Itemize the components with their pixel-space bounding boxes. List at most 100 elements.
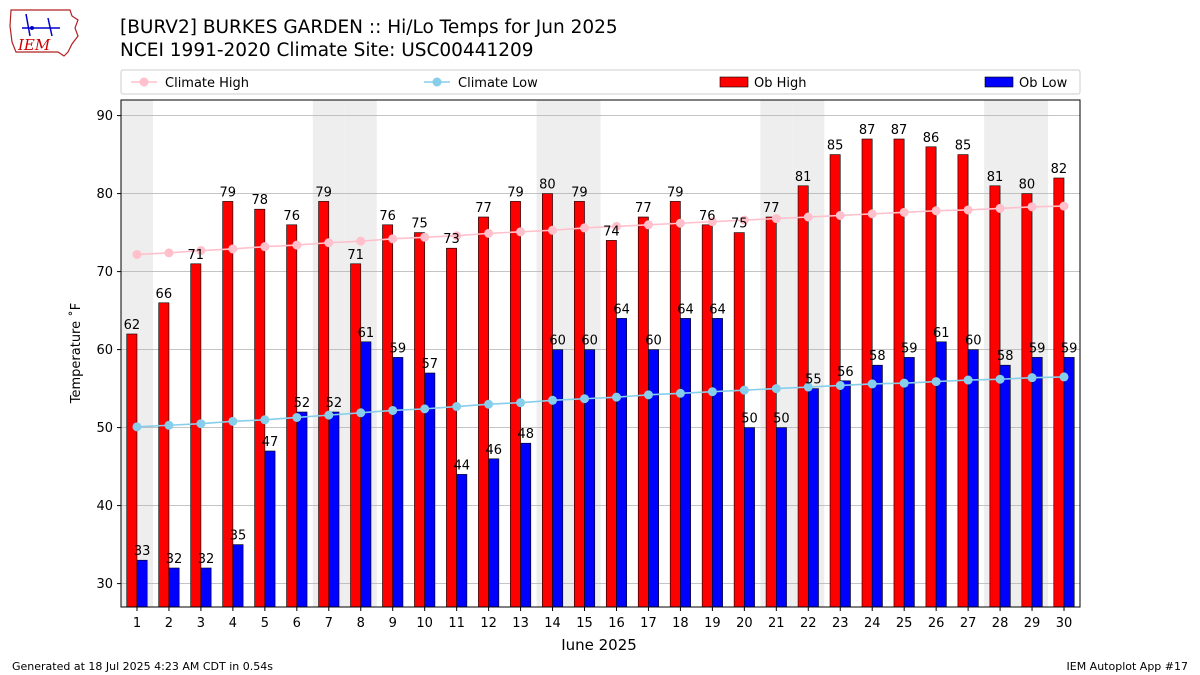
ob-high-bar-1 xyxy=(126,333,138,608)
ob-high-label-4: 79 xyxy=(219,185,236,200)
climate-high-point-15 xyxy=(580,223,590,233)
climate-low-point-13 xyxy=(516,398,526,408)
ob-high-bar-26 xyxy=(925,146,937,608)
climate-high-point-17 xyxy=(643,220,653,230)
ob-low-label-3: 32 xyxy=(198,552,215,567)
climate-high-point-7 xyxy=(324,238,334,248)
ob-high-bar-30 xyxy=(1053,177,1065,608)
ob-low-bar-16 xyxy=(616,318,628,608)
climate-low-point-29 xyxy=(1027,373,1037,383)
x-tick-label-8: 8 xyxy=(357,616,365,631)
climate-high-point-14 xyxy=(548,225,558,235)
x-tick-label-18: 18 xyxy=(672,616,689,631)
x-tick-label-29: 29 xyxy=(1024,616,1041,631)
climate-low-point-9 xyxy=(388,405,398,415)
ob-low-label-16: 64 xyxy=(613,302,630,317)
x-tick-label-11: 11 xyxy=(448,616,465,631)
ob-high-label-10: 75 xyxy=(411,217,428,232)
x-tick-label-19: 19 xyxy=(704,616,721,631)
y-tick-label-60: 60 xyxy=(96,343,113,358)
ob-high-label-30: 82 xyxy=(1051,162,1068,177)
temperature-chart: 6233663271327935784776527952716176597557… xyxy=(68,69,1081,650)
iem-logo: IEM xyxy=(9,9,79,57)
ob-low-bar-5 xyxy=(264,450,276,608)
ob-high-label-24: 87 xyxy=(859,123,876,138)
climate-lines xyxy=(132,201,1069,432)
legend-ob-low-swatch xyxy=(984,76,1014,88)
x-tick-label-20: 20 xyxy=(736,616,753,631)
ob-low-bar-4 xyxy=(232,544,244,608)
ob-low-label-13: 48 xyxy=(517,427,534,442)
ob-high-label-16: 74 xyxy=(603,224,620,239)
gridlines xyxy=(121,115,1080,584)
climate-high-point-30 xyxy=(1059,201,1069,211)
ob-low-label-14: 60 xyxy=(549,334,566,349)
x-tick-label-5: 5 xyxy=(261,616,269,631)
ob-high-bar-5 xyxy=(254,208,266,608)
ob-low-label-29: 59 xyxy=(1029,341,1046,356)
climate-high-point-29 xyxy=(1027,202,1037,212)
climate-high-point-13 xyxy=(516,227,526,237)
ob-high-label-14: 80 xyxy=(539,178,556,193)
climate-high-point-28 xyxy=(995,203,1005,213)
x-tick-label-24: 24 xyxy=(864,616,881,631)
legend-climate-high-label: Climate High xyxy=(165,76,249,91)
ob-high-bar-8 xyxy=(350,263,362,608)
ob-low-label-27: 60 xyxy=(965,334,982,349)
ob-high-bar-28 xyxy=(989,185,1001,608)
climate-low-point-17 xyxy=(643,390,653,400)
x-tick-label-30: 30 xyxy=(1056,616,1073,631)
x-tick-label-17: 17 xyxy=(640,616,657,631)
x-tick-label-6: 6 xyxy=(293,616,301,631)
climate-low-point-1 xyxy=(132,422,142,432)
ob-high-label-2: 66 xyxy=(156,287,173,302)
ob-low-label-23: 56 xyxy=(837,365,854,380)
ob-high-label-27: 85 xyxy=(955,139,972,154)
ob-high-bar-16 xyxy=(605,240,617,608)
ob-low-label-6: 52 xyxy=(294,396,311,411)
climate-low-point-25 xyxy=(899,378,909,388)
ob-low-bar-13 xyxy=(520,442,532,608)
climate-low-point-24 xyxy=(867,379,877,389)
x-axis-label: June 2025 xyxy=(560,636,637,650)
ob-high-label-6: 76 xyxy=(283,209,300,224)
ob-low-label-8: 61 xyxy=(358,326,375,341)
ob-low-bar-9 xyxy=(392,357,404,608)
ob-high-label-21: 77 xyxy=(763,201,780,216)
ob-high-bar-22 xyxy=(797,185,809,608)
legend-ob-low-label: Ob Low xyxy=(1019,76,1068,91)
ob-high-label-9: 76 xyxy=(379,209,396,224)
climate-high-line xyxy=(136,205,1065,256)
ob-low-bar-20 xyxy=(744,427,755,608)
climate-low-point-16 xyxy=(611,392,621,402)
ob-high-label-20: 75 xyxy=(731,217,748,232)
x-tick-label-14: 14 xyxy=(544,616,561,631)
ob-low-bar-25 xyxy=(903,357,915,608)
ob-high-bar-4 xyxy=(222,201,234,608)
ob-low-bar-29 xyxy=(1031,357,1043,608)
legend-climate-low-label: Climate Low xyxy=(458,76,538,91)
ob-high-label-22: 81 xyxy=(795,170,812,185)
ob-low-label-10: 57 xyxy=(422,357,439,372)
ob-high-bar-23 xyxy=(829,154,841,608)
ob-low-bar-15 xyxy=(584,349,596,608)
ob-high-label-18: 79 xyxy=(667,185,684,200)
climate-low-point-15 xyxy=(580,394,590,404)
x-tick-label-1: 1 xyxy=(133,616,141,631)
climate-high-point-4 xyxy=(228,244,238,254)
y-tick-label-70: 70 xyxy=(96,265,113,280)
chart-title: [BURV2] BURKES GARDEN :: Hi/Lo Temps for… xyxy=(120,17,618,38)
ob-low-bar-23 xyxy=(839,380,851,608)
ob-high-label-13: 79 xyxy=(507,185,524,200)
ob-low-label-7: 52 xyxy=(326,396,343,411)
climate-high-point-22 xyxy=(803,212,813,222)
ob-high-bar-18 xyxy=(669,201,681,608)
ob-high-label-23: 85 xyxy=(827,139,844,154)
ob-low-bar-6 xyxy=(296,411,308,608)
ob-low-label-4: 35 xyxy=(230,529,247,544)
data-labels: 62 33 66 32 71 32 79 35 78 47 76 52 79 52 71 61 76 59 75 57… xyxy=(124,123,1078,567)
ob-high-label-5: 78 xyxy=(251,193,268,208)
x-tick-label-10: 10 xyxy=(416,616,433,631)
climate-high-point-19 xyxy=(707,217,717,227)
climate-low-point-27 xyxy=(963,375,973,385)
